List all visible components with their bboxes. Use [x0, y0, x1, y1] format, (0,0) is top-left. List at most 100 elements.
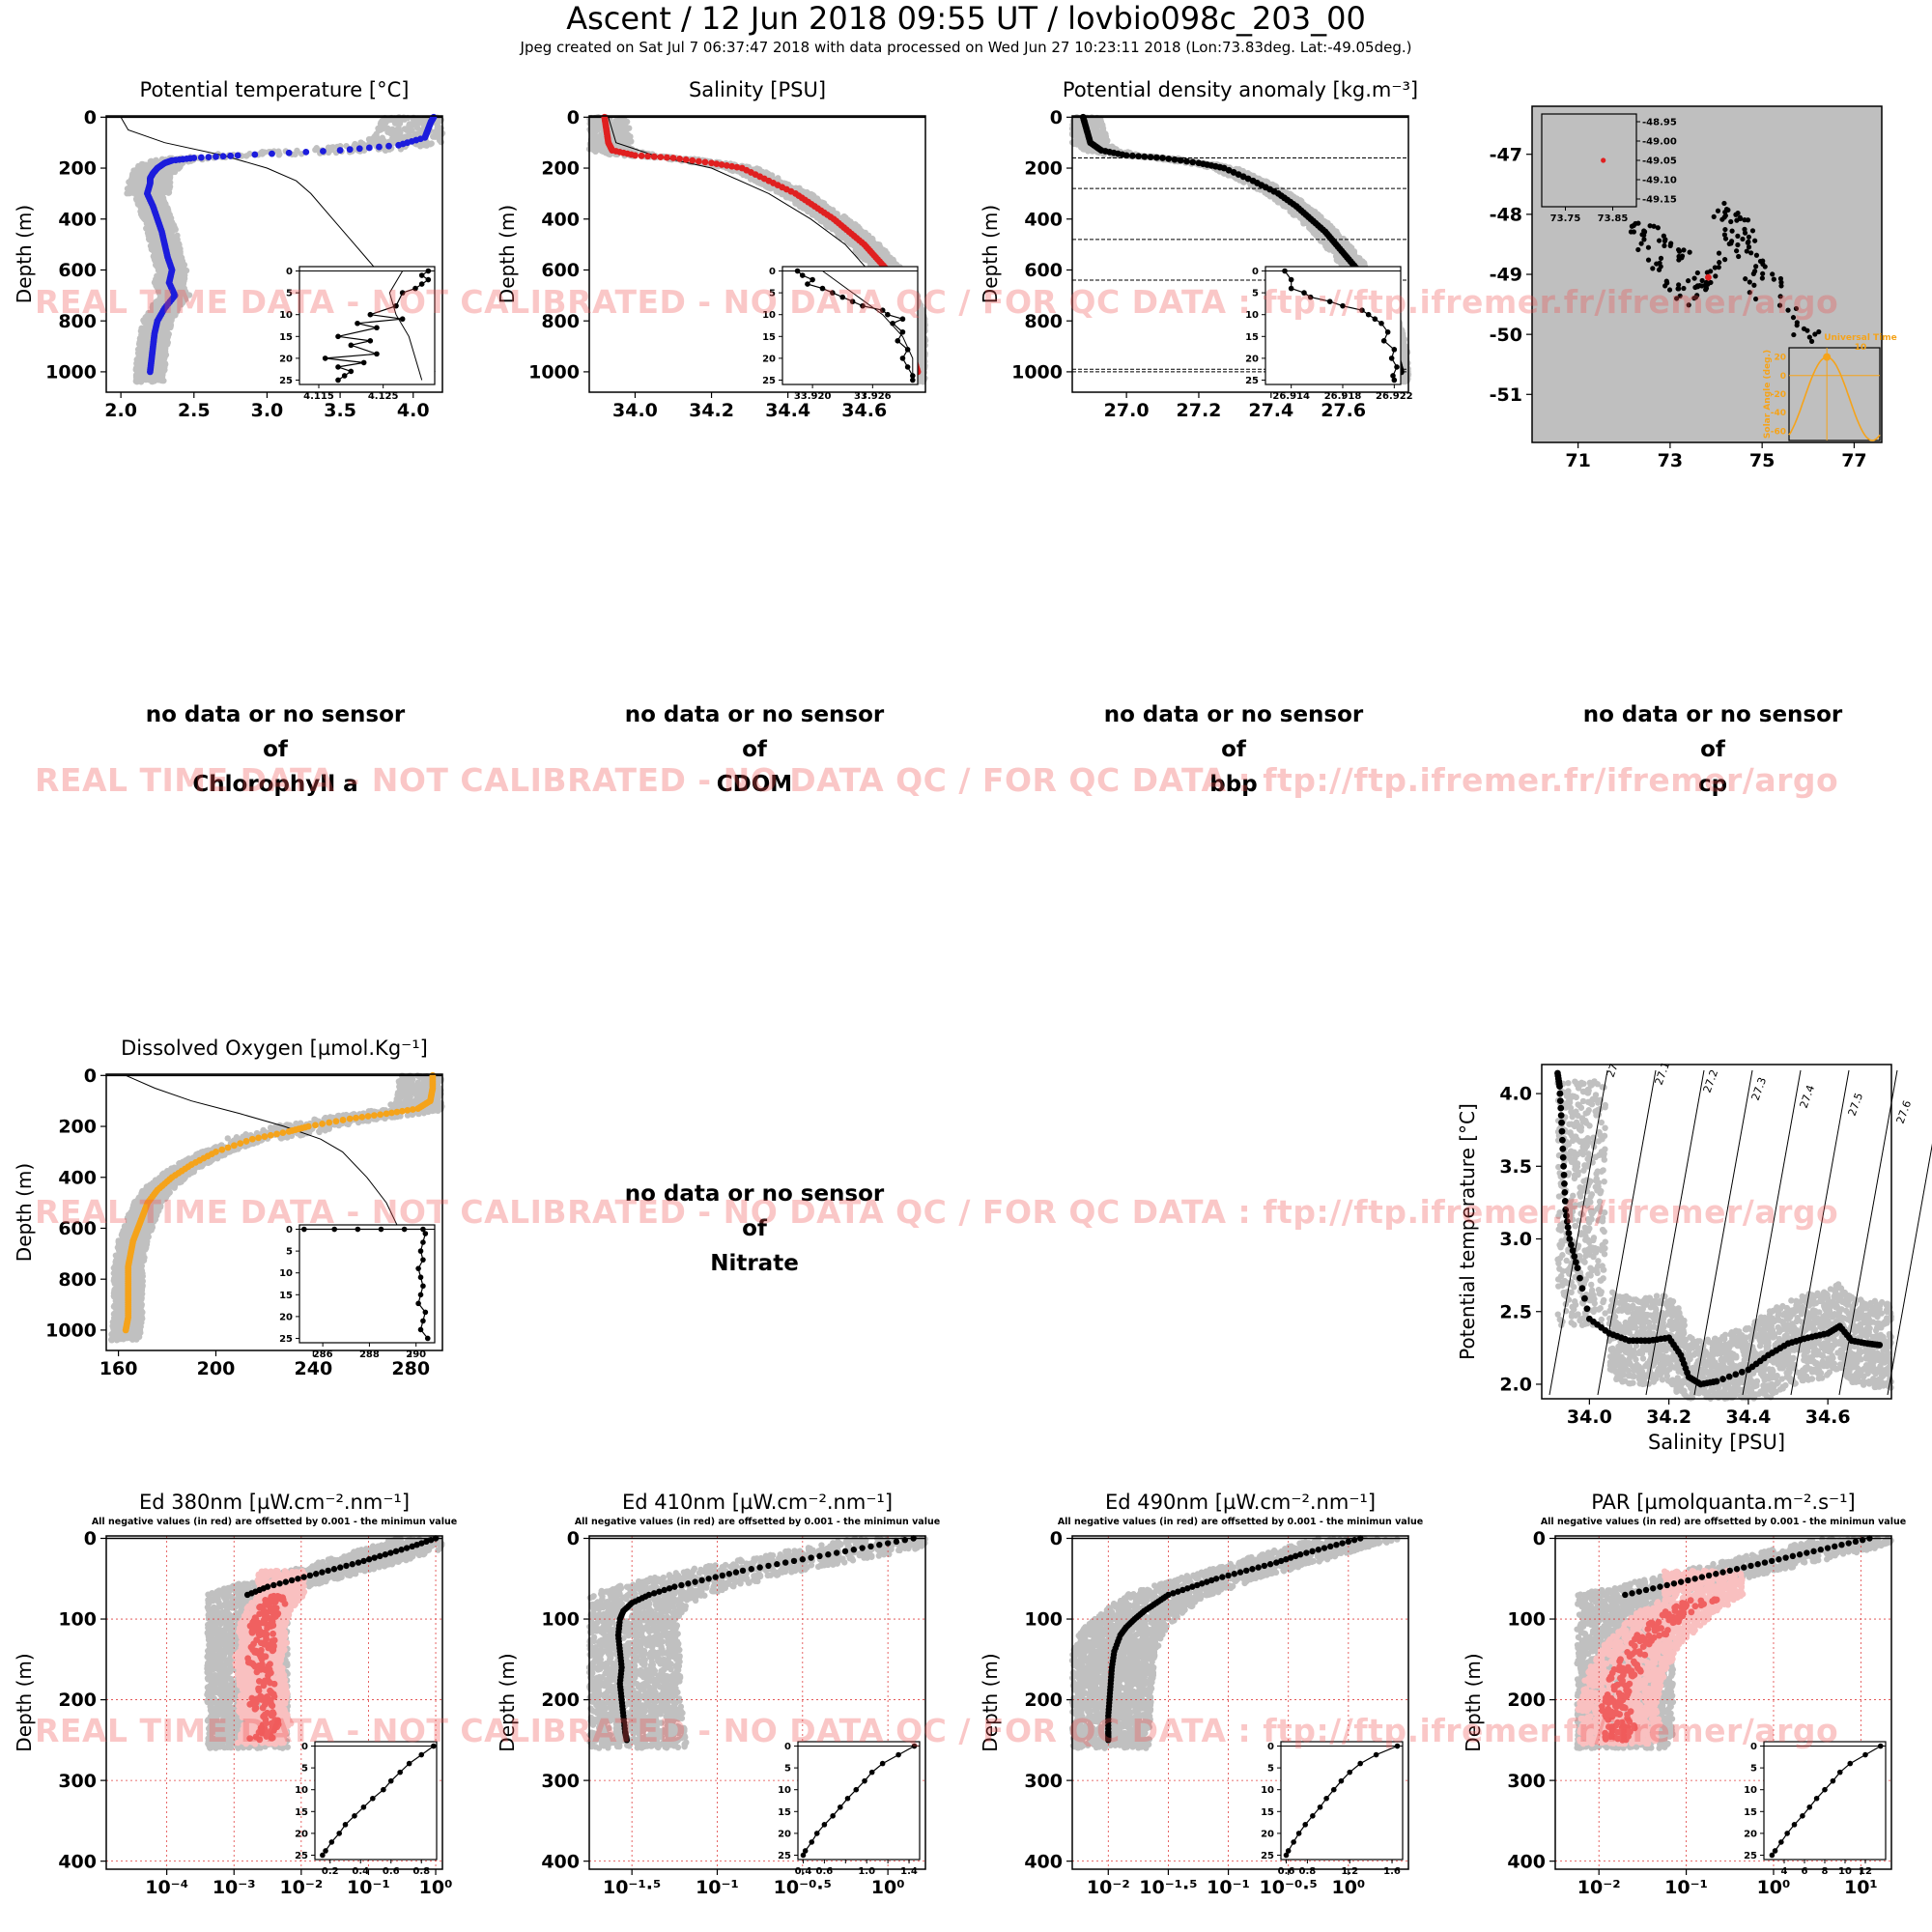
inset-data-point	[341, 373, 348, 379]
cloud-point	[394, 118, 401, 125]
cloud-point	[586, 141, 594, 149]
profile-point	[644, 153, 652, 160]
profile-point	[664, 154, 670, 161]
cloud-point	[312, 146, 319, 154]
cloud-point	[844, 216, 852, 223]
temperature-profile-chart: Potential temperature [°C]2.0 2.5 3.0 3.5 4.…	[13, 78, 446, 421]
inset-data-point	[355, 320, 360, 327]
cloud-point	[134, 200, 142, 208]
cloud-point	[877, 251, 885, 258]
cloud-point	[379, 134, 386, 141]
cloud-point	[588, 131, 595, 139]
profile-point	[346, 146, 354, 154]
cloud-point	[142, 348, 150, 355]
cloud-point	[159, 270, 167, 276]
inset-data-point	[904, 364, 911, 370]
cloud-point	[176, 252, 184, 260]
inset-data-point	[393, 302, 399, 309]
profile-point	[657, 154, 665, 161]
cloud-point	[276, 151, 283, 157]
cloud-point	[438, 138, 444, 146]
cloud-point	[183, 289, 189, 296]
y-tick-label: 800	[58, 311, 97, 332]
cloud-point	[747, 176, 754, 183]
profile-point	[723, 162, 730, 169]
cloud-point	[921, 336, 927, 343]
x-tick-label: 2.0	[104, 400, 137, 421]
cloud-point	[393, 126, 401, 133]
inset-data-point	[910, 373, 916, 379]
profile-point	[219, 153, 227, 160]
profile-point	[205, 154, 213, 161]
profile-point	[197, 154, 205, 161]
profile-point	[638, 152, 645, 159]
x-tick-label: 2.5	[178, 400, 211, 421]
cloud-point	[437, 128, 443, 136]
cloud-point	[294, 147, 300, 155]
cloud-point	[182, 267, 188, 273]
inset-data-point	[904, 347, 911, 353]
cloud-point	[180, 279, 186, 286]
profile-point	[213, 153, 219, 160]
cloud-point	[172, 258, 179, 265]
cloud-point	[179, 258, 185, 265]
y-tick-label: 800	[541, 311, 580, 332]
cloud-point	[138, 360, 145, 368]
cloud-point	[141, 214, 148, 221]
cloud-point	[158, 202, 165, 210]
cloud-point	[383, 118, 389, 125]
cloud-point	[143, 209, 150, 215]
cloud-point	[793, 198, 800, 206]
density-profile-panel: Potential density anomaly [kg.m⁻³] 27.0 27…	[966, 68, 1430, 473]
y-tick-label: 200	[58, 158, 97, 180]
cloud-point	[151, 374, 157, 382]
cloud-point	[137, 355, 144, 363]
x-tick-label: 3.0	[251, 400, 284, 421]
cloud-point	[384, 128, 391, 135]
y-tick-label: 0	[84, 107, 97, 128]
inset-data-point	[348, 368, 355, 375]
inset-y-tick-label: 15	[279, 332, 293, 343]
inset-data-point	[860, 302, 866, 309]
profile-point	[234, 152, 242, 159]
cloud-point	[179, 298, 185, 305]
profile-point	[320, 148, 327, 155]
inset-y-tick-label: 25	[279, 376, 293, 386]
inset-data-point	[322, 355, 328, 361]
cloud-point	[147, 158, 154, 165]
cloud-point	[876, 242, 883, 248]
cloud-point	[156, 352, 163, 358]
profile-point	[395, 141, 403, 149]
cloud-point	[165, 184, 172, 190]
cloud-point	[124, 185, 131, 192]
salinity-profile-panel: Salinity [PSU] 34.0 34.2 34.4 34.6 0 200 400 600…	[483, 68, 947, 473]
cloud-point	[166, 218, 173, 226]
inset-data-point	[335, 333, 341, 340]
cloud-point	[612, 124, 619, 130]
cloud-point	[590, 146, 597, 153]
cloud-point	[161, 354, 168, 360]
inset-data-point	[399, 290, 406, 296]
cloud-point	[138, 194, 145, 201]
cloud-point	[135, 370, 142, 377]
profile-point	[302, 148, 310, 156]
cloud-point	[622, 123, 630, 130]
inset-data-point	[374, 351, 380, 357]
cloud-point	[402, 133, 409, 140]
inset-data-point	[374, 325, 380, 331]
profile-point	[669, 155, 677, 161]
cloud-point	[141, 374, 148, 381]
x-tick-label: 4.0	[397, 400, 430, 421]
cloud-point	[172, 226, 179, 233]
inset-data-point	[418, 281, 425, 287]
inset-data-point	[899, 355, 906, 361]
y-tick-label: 400	[541, 209, 580, 230]
cloud-point	[151, 306, 157, 313]
inset-data-point	[412, 285, 418, 292]
cloud-point	[159, 294, 166, 301]
profile-point	[146, 368, 154, 376]
cloud-point	[142, 320, 150, 327]
profile-point	[728, 162, 736, 170]
cloud-point	[920, 316, 926, 324]
cloud-point	[623, 118, 631, 126]
